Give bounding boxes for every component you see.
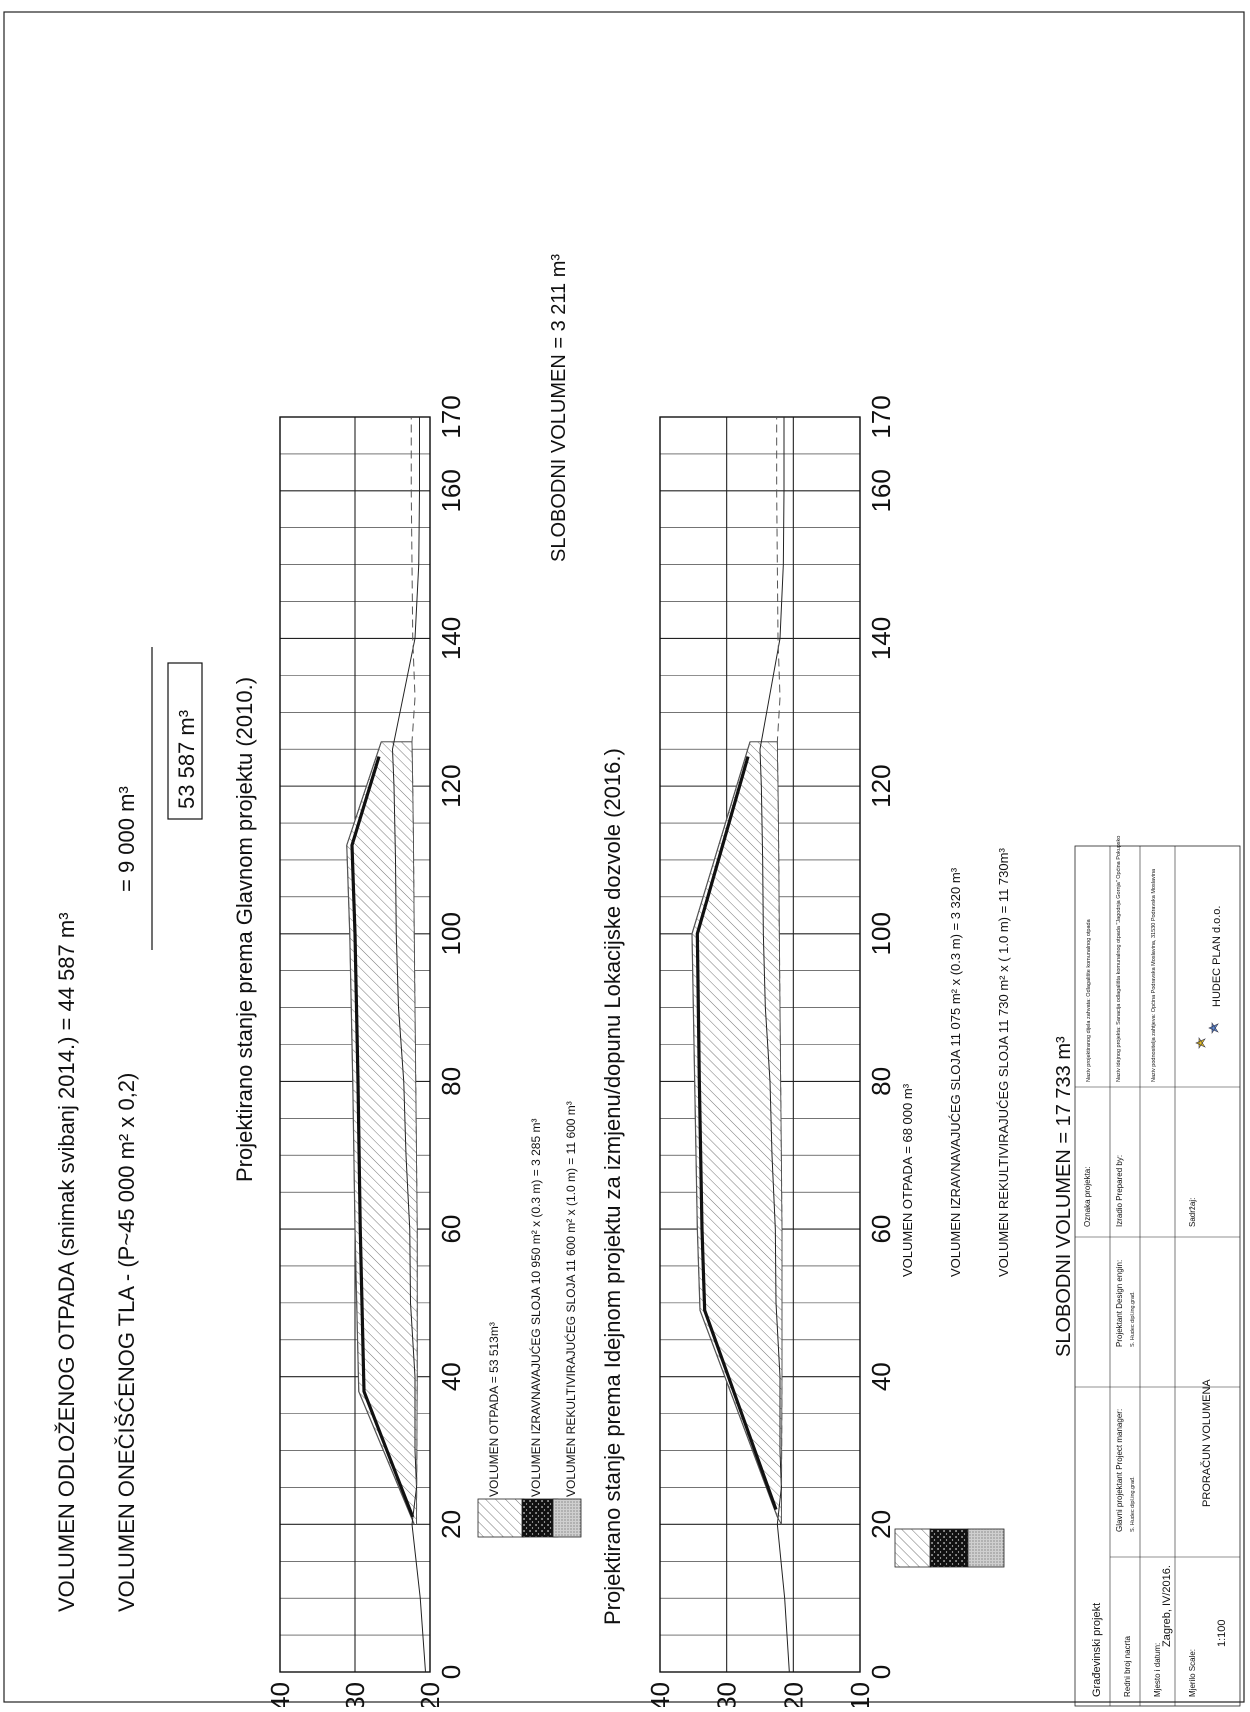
x-tick-label: 80 xyxy=(866,1067,896,1096)
company-logo-text: HUDEC PLAN d.o.o. xyxy=(1211,906,1223,1007)
tb-prepared-label: Izradio Prepared by: xyxy=(1115,1155,1124,1227)
legend1-recultivation: VOLUMEN REKULTIVIRAJUĆEG SLOJA 11 600 m²… xyxy=(563,1101,578,1497)
tb-scale-label: Mjerilo Scale: xyxy=(1188,1649,1197,1697)
chart-frame xyxy=(279,416,431,1673)
legend2-recultivation: VOLUMEN REKULTIVIRAJUĆEG SLOJA 11 730 m²… xyxy=(996,848,1011,1277)
y-tick-label: 130 xyxy=(340,1682,370,1707)
title-block: Građevinski projekt Redni broj nacrta Mj… xyxy=(1074,836,1241,1707)
x-tick-label: 0 xyxy=(866,1665,896,1679)
x-tick-label: 60 xyxy=(436,1215,466,1244)
legend1-leveling: VOLUMEN IZRAVNAVAJUĆEG SLOJA 10 950 m² x… xyxy=(528,1119,543,1497)
tb-project-name: Naziv idejnog projekta: Sanacija odlagal… xyxy=(1116,836,1122,1082)
x-tick-label: 40 xyxy=(436,1362,466,1391)
y-tick-label: 110 xyxy=(845,1682,875,1707)
recultivation-layer-line xyxy=(346,741,415,1525)
x-tick-label: 80 xyxy=(436,1067,466,1096)
tb-sheet-no: Redni broj nacrta xyxy=(1123,1636,1132,1697)
chart-glavni-projekt: 0 20 40 60 80 100 120 140 160 170 120 130 140 xyxy=(265,395,466,1712)
tb-contents-label: Sadržaj: xyxy=(1188,1198,1197,1227)
tb-chief-name: S. Hudec dipl.ing.građ. xyxy=(1130,1476,1136,1532)
tb-place-date-label: Mjesto i datum: xyxy=(1153,1643,1162,1697)
x-tick-label: 160 xyxy=(866,469,896,512)
legend2-waste: VOLUMEN OTPADA = 68 000 m³ xyxy=(900,1083,915,1277)
leveling-layer-line xyxy=(695,756,778,1511)
tb-designer-name: S. Hudec dipl.ing.građ. xyxy=(1130,1291,1136,1347)
x-tick-label: 140 xyxy=(436,617,466,660)
y-tick-label: 140 xyxy=(645,1682,675,1707)
x-tick-label: 20 xyxy=(866,1510,896,1539)
x-tick-label: 0 xyxy=(436,1665,466,1679)
sheet-border xyxy=(3,11,1245,1703)
recultivation-layer-line xyxy=(691,741,778,1518)
section1-free-volume: SLOBODNI VOLUMEN = 3 211 m³ xyxy=(548,254,570,562)
chart-frame xyxy=(659,416,861,1673)
legend-swatch-waste xyxy=(477,1498,525,1538)
x-tick-label: 140 xyxy=(866,617,896,660)
legend2-swatch-recultivation xyxy=(967,1528,1005,1568)
y-tick-label: 140 xyxy=(265,1682,295,1707)
header-line2-right: = 9 000 m³ xyxy=(114,786,139,892)
tb-project-code: Oznaka projekta: xyxy=(1083,1167,1092,1227)
rotated-drawing: VOLUMEN ODLOŽENOG OTPADA (snimak svibanj… xyxy=(54,254,1241,1712)
tb-contents: PRORAČUN VOLUMENA xyxy=(1200,1379,1213,1507)
leveling-layer-line xyxy=(350,756,415,1518)
legend2-swatch-leveling xyxy=(929,1528,969,1568)
tb-place-date: Zagreb, IV/2016. xyxy=(1161,1565,1173,1647)
x-tick-label: 20 xyxy=(436,1510,466,1539)
legend1-waste: VOLUMEN OTPADA = 53 513m³ xyxy=(487,1322,501,1497)
legend2-leveling: VOLUMEN IZRAVNAVAJUĆEG SLOJA 11 075 m² x… xyxy=(948,867,963,1277)
x-tick-label: 40 xyxy=(866,1362,896,1391)
x-tick-label: 60 xyxy=(866,1215,896,1244)
legend-swatch-recultivation xyxy=(552,1498,582,1538)
y-tick-label: 120 xyxy=(778,1682,808,1707)
tb-client: Naziv podnositelja zahtjeva: Općina Podr… xyxy=(1151,868,1157,1082)
legend2-swatch-waste xyxy=(894,1528,932,1568)
waste-body xyxy=(691,741,783,1525)
header-line1: VOLUMEN ODLOŽENOG OTPADA (snimak svibanj… xyxy=(54,912,79,1612)
x-tick-label: 170 xyxy=(866,395,896,438)
section2-title: Projektirano stanje prema Idejnom projek… xyxy=(600,748,625,1625)
tb-scale: 1:100 xyxy=(1216,1619,1228,1647)
x-tick-label: 120 xyxy=(436,764,466,807)
total-value: 53 587 m³ xyxy=(174,710,199,809)
tb-designer-label: Projektant Design engin: xyxy=(1115,1260,1124,1347)
tb-project-part: Naziv projektiranog dijela zahvata: Odla… xyxy=(1086,918,1092,1082)
y-tick-label: 130 xyxy=(712,1682,742,1707)
section1-legend: VOLUMEN OTPADA = 53 513m³ VOLUMEN IZRAVN… xyxy=(477,1101,582,1538)
header-line2-left: VOLUMEN ONEČIŠĆENOG TLA - (P~45 000 m² x… xyxy=(114,1073,139,1612)
x-tick-label: 100 xyxy=(866,912,896,955)
company-logo-icon xyxy=(1195,1022,1219,1049)
legend-swatch-leveling xyxy=(521,1498,559,1538)
x-tick-label: 120 xyxy=(866,764,896,807)
total-box xyxy=(167,662,203,820)
chart-idejni-projekt: 0 20 40 60 80 100 120 140 160 170 110 120 130 140 xyxy=(645,395,896,1712)
x-tick-label: 170 xyxy=(436,395,466,438)
section1-title: Projektirano stanje prema Glavnom projek… xyxy=(232,677,257,1182)
tb-project-type: Građevinski projekt xyxy=(1091,1603,1103,1697)
section2-free-volume: SLOBODNI VOLUMEN = 17 733 m³ xyxy=(1053,1036,1075,1357)
x-tick-label: 160 xyxy=(436,469,466,512)
section2-legend: VOLUMEN OTPADA = 68 000 m³ VOLUMEN IZRAV… xyxy=(894,848,1075,1568)
tb-chief-label: Glavni projektant Project manager: xyxy=(1115,1409,1124,1532)
y-tick-label: 120 xyxy=(415,1682,445,1707)
x-tick-label: 100 xyxy=(436,912,466,955)
